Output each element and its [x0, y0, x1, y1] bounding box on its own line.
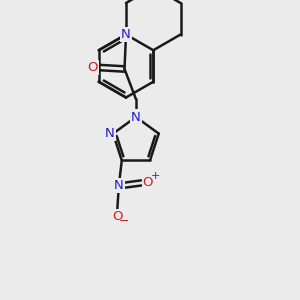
Text: O: O — [142, 176, 153, 189]
Text: N: N — [114, 179, 124, 192]
Text: N: N — [121, 28, 131, 41]
Text: −: − — [118, 215, 129, 228]
Text: N: N — [131, 110, 141, 124]
Text: O: O — [87, 61, 98, 74]
Text: N: N — [105, 127, 115, 140]
Text: +: + — [151, 171, 160, 181]
Text: O: O — [112, 210, 122, 223]
